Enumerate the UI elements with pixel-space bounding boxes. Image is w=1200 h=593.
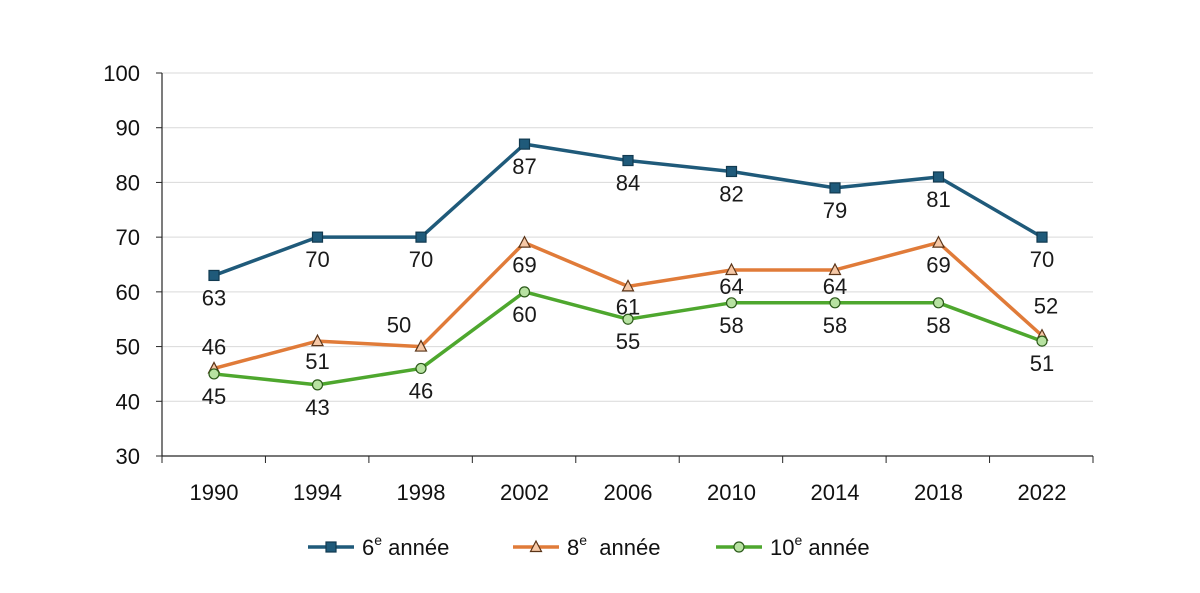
x-tick-label-1990: 1990 bbox=[190, 480, 239, 505]
point-6e-1998 bbox=[415, 231, 427, 243]
point-6e-2002 bbox=[518, 138, 531, 150]
data-label-6e-2006: 84 bbox=[616, 171, 640, 196]
data-label-6e-1994: 70 bbox=[305, 247, 329, 272]
legend-label-sup: e bbox=[579, 532, 587, 548]
legend-label-rest: année bbox=[587, 535, 660, 560]
x-tick-label-2006: 2006 bbox=[604, 480, 653, 505]
data-label-8e-2014: 64 bbox=[823, 274, 847, 299]
data-label-6e-2018: 81 bbox=[926, 187, 950, 212]
legend: 6e année 8e année 10e année bbox=[308, 532, 870, 560]
data-label-10e-2006: 55 bbox=[616, 329, 640, 354]
point-10e-2022 bbox=[1036, 335, 1048, 347]
legend-marker-10e bbox=[733, 541, 745, 553]
point-8e-1998 bbox=[414, 339, 428, 352]
point-6e-1994 bbox=[311, 231, 324, 243]
data-label-8e-2006: 61 bbox=[616, 294, 640, 319]
data-label-10e-2010: 58 bbox=[719, 313, 743, 338]
legend-marker-8e bbox=[529, 539, 543, 553]
legend-label-10e: 10e année bbox=[770, 532, 870, 560]
data-label-8e-1998: 50 bbox=[387, 313, 411, 338]
point-8e-2010 bbox=[725, 262, 738, 276]
legend-label-base: 8 bbox=[567, 535, 579, 560]
data-label-10e-2022: 51 bbox=[1030, 351, 1054, 376]
x-tick-label-2002: 2002 bbox=[500, 480, 549, 505]
data-label-6e-1990: 63 bbox=[202, 285, 226, 310]
point-6e-2022 bbox=[1036, 231, 1048, 243]
y-tick-label-40: 40 bbox=[116, 389, 140, 414]
point-6e-2018 bbox=[932, 171, 945, 183]
y-tick-label-80: 80 bbox=[116, 170, 140, 195]
point-10e-1998 bbox=[415, 362, 427, 375]
legend-item-10e: 10e année bbox=[716, 532, 870, 560]
legend-label-sup: e bbox=[794, 532, 802, 548]
x-tick-label-2018: 2018 bbox=[914, 480, 963, 505]
point-10e-2002 bbox=[518, 286, 531, 298]
data-label-8e-2018: 69 bbox=[926, 253, 950, 278]
data-label-6e-2014: 79 bbox=[823, 198, 847, 223]
point-8e-2002 bbox=[518, 235, 531, 248]
y-tick-label-30: 30 bbox=[116, 444, 140, 469]
point-8e-2014 bbox=[828, 262, 842, 276]
point-6e-2006 bbox=[622, 154, 634, 167]
point-10e-2018 bbox=[932, 297, 945, 309]
data-label-10e-2014: 58 bbox=[823, 313, 847, 338]
data-label-6e-2022: 70 bbox=[1030, 247, 1054, 272]
point-6e-1990 bbox=[208, 269, 220, 282]
data-label-8e-1994: 51 bbox=[305, 349, 329, 374]
data-label-8e-2002: 69 bbox=[512, 253, 536, 278]
data-label-8e-2010: 64 bbox=[719, 274, 743, 299]
point-8e-2018 bbox=[932, 235, 945, 248]
legend-item-6e: 6e année bbox=[308, 532, 449, 560]
legend-label-rest: année bbox=[802, 535, 869, 560]
data-label-6e-1998: 70 bbox=[409, 247, 433, 272]
point-6e-2014 bbox=[829, 182, 841, 194]
data-label-10e-2002: 60 bbox=[512, 302, 536, 327]
data-label-8e-1990: 46 bbox=[202, 334, 226, 359]
series-lines bbox=[207, 138, 1049, 391]
point-6e-2010 bbox=[725, 165, 738, 178]
y-tick-label-100: 100 bbox=[103, 61, 140, 86]
y-tick-label-70: 70 bbox=[116, 225, 140, 250]
data-label-6e-2010: 82 bbox=[719, 181, 743, 206]
x-tick-label-2010: 2010 bbox=[707, 480, 756, 505]
point-10e-1990 bbox=[208, 368, 220, 380]
point-10e-1994 bbox=[311, 379, 324, 391]
legend-label-sup: e bbox=[374, 532, 382, 548]
point-10e-2006 bbox=[622, 313, 634, 325]
data-label-10e-2018: 58 bbox=[926, 313, 950, 338]
x-tick-label-2014: 2014 bbox=[811, 480, 860, 505]
legend-label-8e: 8e année bbox=[567, 532, 660, 560]
point-10e-2014 bbox=[829, 297, 841, 309]
x-tick-label-1994: 1994 bbox=[293, 480, 342, 505]
legend-label-base: 6 bbox=[362, 535, 374, 560]
data-labels: 63 70 70 87 84 82 79 81 70 46 51 50 69 61 64 64 69 52 45 43… bbox=[202, 154, 1058, 420]
legend-label-base: 10 bbox=[770, 535, 794, 560]
legend-marker-6e bbox=[325, 541, 337, 553]
axes: 30 40 50 60 70 80 90 100 1990 1994 1998 2002 2006 201… bbox=[103, 61, 1094, 505]
data-label-10e-1990: 45 bbox=[202, 384, 226, 409]
legend-item-8e: 8e année bbox=[513, 532, 660, 560]
point-8e-2006 bbox=[621, 279, 635, 292]
y-tick-label-50: 50 bbox=[116, 335, 140, 360]
data-label-10e-1994: 43 bbox=[305, 395, 329, 420]
x-tick-label-2022: 2022 bbox=[1018, 480, 1067, 505]
legend-label-6e: 6e année bbox=[362, 532, 449, 560]
legend-label-rest: année bbox=[382, 535, 449, 560]
point-10e-2010 bbox=[725, 297, 738, 309]
y-tick-label-60: 60 bbox=[116, 280, 140, 305]
point-8e-1994 bbox=[311, 333, 324, 347]
x-tick-label-1998: 1998 bbox=[397, 480, 446, 505]
data-label-10e-1998: 46 bbox=[409, 378, 433, 403]
data-label-6e-2002: 87 bbox=[512, 154, 536, 179]
data-label-8e-2022: 52 bbox=[1034, 294, 1058, 319]
y-tick-label-90: 90 bbox=[116, 116, 140, 141]
